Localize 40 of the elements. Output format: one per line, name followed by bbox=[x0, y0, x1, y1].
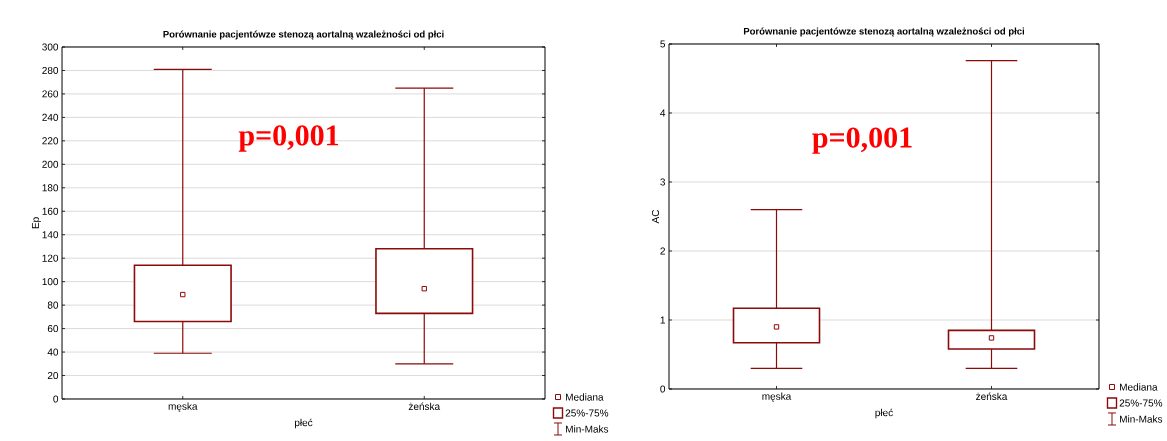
y-tick-label: 120 bbox=[42, 254, 59, 262]
y-tick-label: 0 bbox=[660, 385, 666, 393]
y-tick-label: 280 bbox=[42, 66, 59, 74]
y-axis-title: Ep bbox=[31, 217, 41, 229]
y-tick-label: 240 bbox=[42, 113, 59, 121]
text: Mediana bbox=[1120, 383, 1158, 391]
y-axis-title: AC bbox=[651, 209, 660, 224]
y-tick-label: 3 bbox=[660, 178, 666, 186]
y-tick-label: 80 bbox=[47, 301, 59, 309]
text: Min-Maks bbox=[566, 425, 609, 433]
y-tick-label: 40 bbox=[47, 348, 59, 356]
x-axis-title: płeć bbox=[294, 418, 313, 429]
y-tick-label: 200 bbox=[42, 160, 59, 168]
x-tick-label: żeńska bbox=[408, 402, 441, 410]
y-tick-label: 220 bbox=[42, 137, 59, 145]
annotation: p=0,001 bbox=[238, 125, 339, 152]
chart-title: Porównanie pacjentówze stenozą aortalną wzależności od płci bbox=[163, 30, 444, 40]
annotation: p=0,001 bbox=[812, 127, 912, 154]
y-tick-label: 5 bbox=[660, 40, 666, 48]
y-tick-label: 180 bbox=[42, 184, 59, 192]
x-tick-label: męska bbox=[168, 402, 198, 412]
text: 25%-75% bbox=[1119, 399, 1163, 407]
x-axis-title: płeć bbox=[875, 408, 893, 419]
y-tick-label: 4 bbox=[660, 109, 666, 117]
y-tick-label: 260 bbox=[42, 90, 59, 98]
x-tick-label: żeńska bbox=[976, 392, 1008, 400]
y-tick-label: 1 bbox=[660, 316, 665, 324]
y-tick-label: 140 bbox=[42, 231, 59, 239]
y-tick-label: 2 bbox=[660, 247, 665, 255]
y-tick-label: 0 bbox=[53, 395, 59, 403]
text: Min-Maks bbox=[1120, 415, 1163, 423]
chart-title: Porównanie pacjentówze stenozą aortalną wzależności od płci bbox=[743, 27, 1025, 37]
x-tick-label: męska bbox=[762, 392, 792, 402]
y-tick-label: 20 bbox=[47, 371, 59, 380]
y-tick-label: 60 bbox=[47, 325, 59, 333]
text: 25%-75% bbox=[565, 409, 609, 417]
y-tick-label: 160 bbox=[42, 207, 59, 215]
y-tick-label: 100 bbox=[42, 278, 59, 286]
text: Mediana bbox=[566, 393, 604, 401]
y-tick-label: 300 bbox=[42, 43, 59, 51]
